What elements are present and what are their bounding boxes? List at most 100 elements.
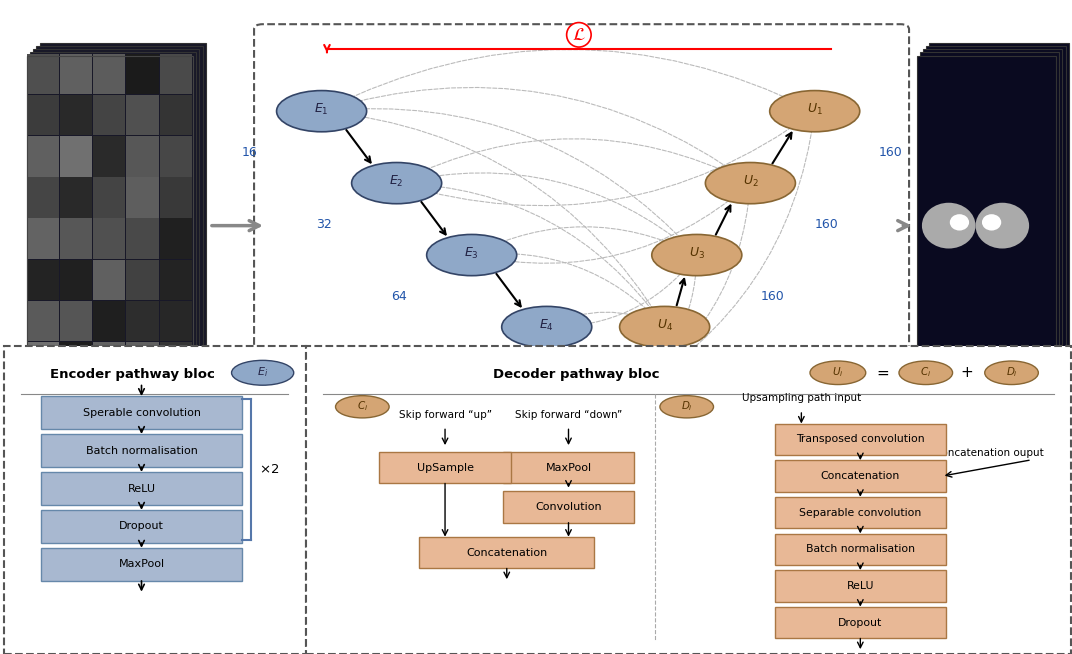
Text: $E_i$: $E_i$ [257,365,268,379]
FancyBboxPatch shape [917,56,1056,383]
FancyBboxPatch shape [36,46,203,373]
FancyBboxPatch shape [60,54,92,94]
Text: Concatenation: Concatenation [821,471,900,481]
Text: Convolution: Convolution [535,502,601,512]
Ellipse shape [620,306,710,348]
Text: Transposed convolution: Transposed convolution [796,434,925,445]
Ellipse shape [982,214,1001,230]
Text: $C_i$: $C_i$ [357,399,368,413]
Ellipse shape [985,361,1039,385]
FancyBboxPatch shape [160,301,192,341]
FancyBboxPatch shape [926,46,1066,373]
FancyBboxPatch shape [40,43,206,370]
Text: $E_{5}$: $E_{5}$ [614,390,629,405]
Ellipse shape [652,235,742,276]
FancyBboxPatch shape [60,342,92,383]
FancyBboxPatch shape [93,342,125,383]
Text: $\mathcal{L}$: $\mathcal{L}$ [572,26,585,44]
Text: MaxPool: MaxPool [546,462,592,473]
FancyBboxPatch shape [923,49,1062,376]
Text: $\times$2: $\times$2 [259,463,280,476]
FancyBboxPatch shape [30,52,196,379]
FancyBboxPatch shape [41,548,242,581]
Text: $U_{3}$: $U_{3}$ [689,246,704,262]
Ellipse shape [336,396,389,418]
Text: Batch normalisation: Batch normalisation [86,445,197,456]
FancyBboxPatch shape [160,218,192,259]
FancyBboxPatch shape [60,218,92,259]
Text: $U_{1}$: $U_{1}$ [807,102,822,118]
FancyBboxPatch shape [126,301,159,341]
Ellipse shape [660,396,714,418]
Text: 256: 256 [534,434,557,447]
FancyBboxPatch shape [27,301,59,341]
Text: 160: 160 [729,362,753,375]
FancyBboxPatch shape [306,346,1071,654]
FancyBboxPatch shape [27,218,59,259]
Text: $E_{1}$: $E_{1}$ [314,102,329,118]
FancyBboxPatch shape [126,136,159,177]
FancyBboxPatch shape [160,260,192,300]
Text: $U_{2}$: $U_{2}$ [743,174,758,190]
FancyBboxPatch shape [93,260,125,300]
FancyBboxPatch shape [27,56,193,383]
FancyBboxPatch shape [41,396,242,429]
Text: $+$: $+$ [961,366,973,380]
Text: 160: 160 [879,146,903,160]
Text: Skip forward “up”: Skip forward “up” [399,410,492,420]
Text: Skip forward “down”: Skip forward “down” [515,410,622,420]
Text: Concatenation: Concatenation [466,547,548,558]
FancyBboxPatch shape [60,177,92,218]
Text: $C_i$: $C_i$ [920,365,932,379]
Ellipse shape [922,203,976,249]
Text: $=$: $=$ [875,366,891,380]
Ellipse shape [352,163,442,204]
Text: $E_{3}$: $E_{3}$ [464,246,479,262]
Ellipse shape [976,203,1029,249]
FancyBboxPatch shape [920,52,1059,379]
FancyBboxPatch shape [379,452,511,483]
Ellipse shape [810,361,866,385]
Text: 16: 16 [241,146,257,160]
FancyBboxPatch shape [41,510,242,543]
FancyBboxPatch shape [4,346,306,654]
Ellipse shape [502,306,592,348]
Ellipse shape [705,163,795,204]
FancyBboxPatch shape [929,43,1069,370]
Text: Decoder pathway bloc: Decoder pathway bloc [493,368,659,381]
FancyBboxPatch shape [27,95,59,135]
FancyBboxPatch shape [126,177,159,218]
Text: 32: 32 [316,218,332,232]
Text: Encoder pathway bloc: Encoder pathway bloc [49,368,214,381]
Ellipse shape [427,235,517,276]
FancyBboxPatch shape [60,301,92,341]
Text: 160: 160 [761,290,785,303]
FancyBboxPatch shape [126,218,159,259]
FancyBboxPatch shape [93,177,125,218]
Text: Batch normalisation: Batch normalisation [806,544,914,555]
FancyBboxPatch shape [775,607,947,638]
Text: UpSample: UpSample [417,462,474,473]
Text: 160: 160 [815,218,838,232]
Ellipse shape [277,91,367,132]
FancyBboxPatch shape [160,177,192,218]
FancyBboxPatch shape [160,136,192,177]
FancyBboxPatch shape [60,136,92,177]
FancyBboxPatch shape [27,54,59,94]
FancyBboxPatch shape [126,95,159,135]
Text: $E_{4}$: $E_{4}$ [539,318,554,334]
Ellipse shape [232,360,294,385]
Text: Separable convolution: Separable convolution [800,508,922,518]
FancyBboxPatch shape [60,95,92,135]
Text: MaxPool: MaxPool [118,559,165,570]
Ellipse shape [770,91,860,132]
FancyBboxPatch shape [503,491,635,523]
FancyBboxPatch shape [93,95,125,135]
Ellipse shape [950,214,969,230]
FancyBboxPatch shape [93,54,125,94]
FancyBboxPatch shape [27,342,59,383]
Text: $U_i$: $U_i$ [832,365,844,379]
Text: Sperable convolution: Sperable convolution [83,407,200,418]
Text: ReLU: ReLU [847,581,874,591]
Text: $D_i$: $D_i$ [1006,365,1017,379]
